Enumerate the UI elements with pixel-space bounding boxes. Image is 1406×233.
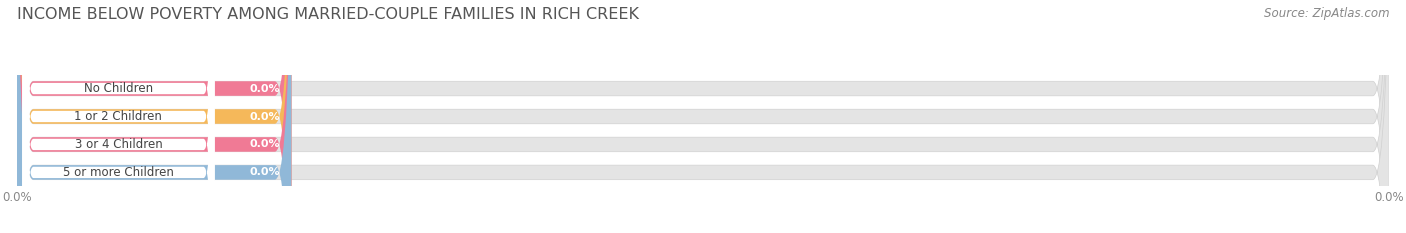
FancyBboxPatch shape <box>17 0 291 233</box>
Text: 3 or 4 Children: 3 or 4 Children <box>75 138 162 151</box>
Text: 0.0%: 0.0% <box>250 84 280 93</box>
Text: No Children: No Children <box>84 82 153 95</box>
Text: 1 or 2 Children: 1 or 2 Children <box>75 110 162 123</box>
Text: 0.0%: 0.0% <box>250 112 280 121</box>
Text: Source: ZipAtlas.com: Source: ZipAtlas.com <box>1264 7 1389 20</box>
FancyBboxPatch shape <box>17 0 1389 233</box>
Text: 0.0%: 0.0% <box>250 168 280 177</box>
FancyBboxPatch shape <box>17 0 291 233</box>
FancyBboxPatch shape <box>22 0 215 233</box>
FancyBboxPatch shape <box>17 0 291 233</box>
Text: 0.0%: 0.0% <box>250 140 280 149</box>
FancyBboxPatch shape <box>22 0 215 233</box>
FancyBboxPatch shape <box>22 0 215 233</box>
Text: 5 or more Children: 5 or more Children <box>63 166 174 179</box>
Text: INCOME BELOW POVERTY AMONG MARRIED-COUPLE FAMILIES IN RICH CREEK: INCOME BELOW POVERTY AMONG MARRIED-COUPL… <box>17 7 638 22</box>
FancyBboxPatch shape <box>22 0 215 233</box>
FancyBboxPatch shape <box>17 0 1389 233</box>
FancyBboxPatch shape <box>17 0 1389 233</box>
FancyBboxPatch shape <box>17 0 291 233</box>
FancyBboxPatch shape <box>17 0 1389 233</box>
